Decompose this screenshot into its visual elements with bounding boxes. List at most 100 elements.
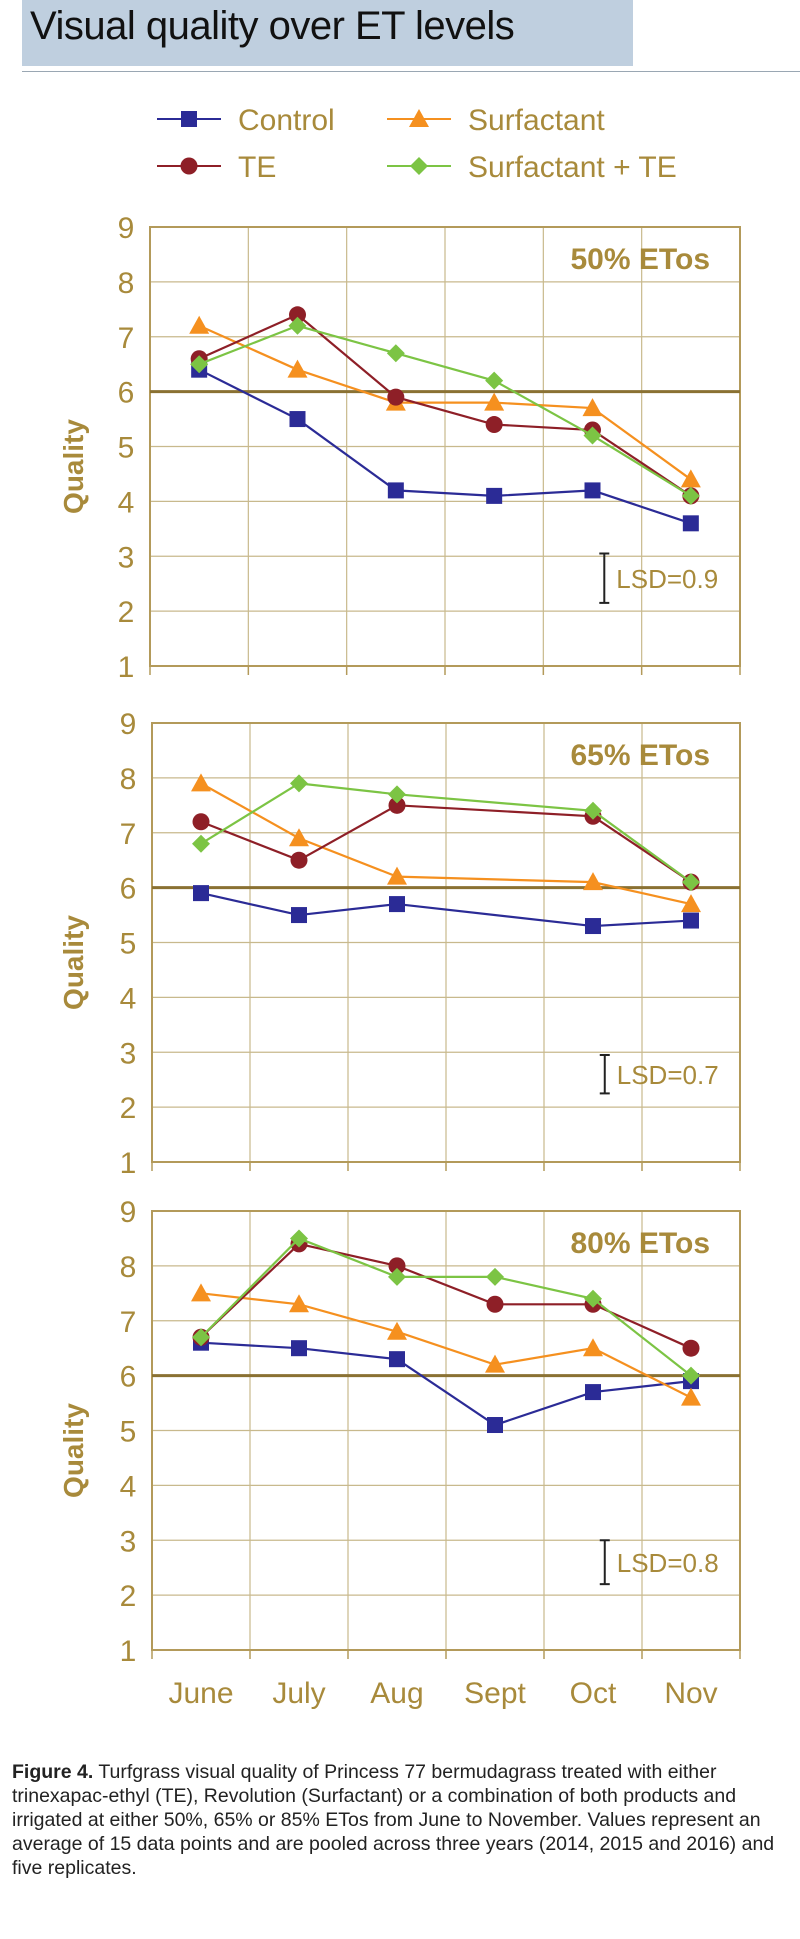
data-point-control bbox=[487, 1417, 503, 1434]
data-point-surfactant-te bbox=[290, 774, 308, 793]
data-point-surfactant bbox=[387, 866, 407, 885]
series-line-surfactant bbox=[200, 1292, 692, 1399]
legend: Control Surfactant TE Surfactant + TE bbox=[157, 104, 677, 184]
lsd-bar bbox=[599, 1053, 610, 1095]
data-point-surfactant bbox=[583, 1338, 603, 1357]
title-rule bbox=[22, 71, 800, 72]
data-point-control bbox=[683, 912, 699, 929]
data-point-surfactant-te bbox=[192, 834, 210, 853]
x-tick-label: Nov bbox=[664, 1677, 717, 1710]
data-point-surfactant bbox=[289, 828, 309, 847]
y-tick-label: 7 bbox=[120, 818, 137, 851]
y-tick-label: 7 bbox=[120, 1306, 137, 1339]
y-axis-label: Quality bbox=[58, 419, 89, 514]
y-tick-label: 9 bbox=[118, 212, 135, 245]
data-point-te bbox=[682, 1339, 700, 1357]
legend-marker-triangle bbox=[409, 109, 429, 127]
legend-label: TE bbox=[238, 151, 276, 184]
panel-label: 50% ETos bbox=[571, 243, 711, 276]
data-point-control bbox=[289, 411, 306, 428]
data-point-surfactant-te bbox=[682, 1366, 700, 1385]
lsd-label: LSD=0.8 bbox=[617, 1548, 719, 1578]
y-tick-label: 8 bbox=[120, 763, 137, 796]
y-tick-label: 3 bbox=[120, 1037, 137, 1070]
y-tick-label: 6 bbox=[120, 873, 137, 906]
data-point-surfactant-te bbox=[681, 486, 700, 505]
series-line-control bbox=[198, 368, 692, 525]
series-surfactant-te bbox=[190, 316, 700, 505]
data-point-surfactant-te bbox=[584, 1289, 602, 1308]
y-tick-label: 8 bbox=[120, 1251, 137, 1284]
y-tick-label: 7 bbox=[118, 322, 135, 355]
y-tick-label: 8 bbox=[118, 267, 135, 300]
y-tick-label: 2 bbox=[118, 596, 135, 629]
legend-marker-circle bbox=[180, 157, 198, 175]
legend-item-surfactant: Surfactant bbox=[387, 104, 605, 137]
series-surfactant-te bbox=[192, 774, 700, 892]
data-point-surfactant bbox=[484, 392, 505, 411]
series-surfactant-te bbox=[192, 1229, 700, 1385]
y-tick-label: 3 bbox=[118, 541, 135, 574]
y-tick-label: 1 bbox=[120, 1635, 137, 1668]
y-tick-label: 5 bbox=[120, 1416, 137, 1449]
data-point-surfactant-te bbox=[388, 785, 406, 804]
data-point-control bbox=[387, 482, 404, 499]
y-tick-label: 9 bbox=[120, 1196, 137, 1229]
y-tick-label: 2 bbox=[120, 1580, 137, 1613]
y-tick-label: 4 bbox=[118, 486, 135, 519]
lsd-label: LSD=0.9 bbox=[616, 564, 718, 594]
x-tick-label: June bbox=[168, 1677, 233, 1710]
chart-panel-2: 1 2 3 4 5 6 7 8 9 Quality 65% ETos LSD=0.7 bbox=[58, 708, 741, 1180]
y-axis-label: Quality bbox=[58, 1403, 89, 1498]
data-point-surfactant bbox=[681, 894, 701, 913]
y-tick-label: 3 bbox=[120, 1525, 137, 1558]
title-band: Visual quality over ET levels bbox=[22, 0, 633, 66]
data-point-surfactant-te bbox=[584, 801, 602, 820]
y-tick-label: 1 bbox=[120, 1147, 137, 1180]
y-tick-label: 2 bbox=[120, 1092, 137, 1125]
caption-text: Turfgrass visual quality of Princess 77 … bbox=[12, 1761, 775, 1879]
data-point-surfactant-te bbox=[288, 316, 307, 335]
data-point-surfactant-te bbox=[190, 355, 209, 374]
y-tick-label: 6 bbox=[118, 377, 135, 410]
data-point-surfactant-te bbox=[583, 426, 602, 445]
data-point-surfactant-te bbox=[485, 371, 504, 390]
x-tick-label: July bbox=[272, 1677, 325, 1710]
data-point-te bbox=[192, 813, 210, 831]
y-axis-label: Quality bbox=[58, 915, 89, 1010]
series-line-control bbox=[200, 1341, 692, 1427]
lsd-bar bbox=[599, 552, 610, 604]
data-point-control bbox=[585, 1384, 601, 1401]
data-point-surfactant bbox=[289, 1294, 309, 1313]
x-tick-label: Oct bbox=[570, 1677, 617, 1710]
data-point-control bbox=[486, 487, 503, 504]
legend-label: Surfactant + TE bbox=[468, 151, 677, 184]
data-point-control bbox=[585, 918, 601, 935]
data-point-surfactant bbox=[681, 1387, 701, 1406]
data-point-surfactant-te bbox=[192, 1328, 210, 1347]
series-line-surfactant bbox=[198, 324, 692, 481]
data-point-surfactant bbox=[387, 1321, 407, 1340]
data-point-surfactant bbox=[583, 872, 603, 891]
figure-caption: Figure 4. Turfgrass visual quality of Pr… bbox=[12, 1760, 782, 1880]
data-point-surfactant-te bbox=[388, 1267, 406, 1286]
panel-label: 65% ETos bbox=[571, 739, 711, 772]
data-point-te bbox=[289, 306, 306, 324]
x-tick-label: Sept bbox=[464, 1677, 526, 1710]
data-point-te bbox=[388, 796, 406, 814]
lsd-label: LSD=0.7 bbox=[617, 1060, 719, 1090]
data-point-surfactant-te bbox=[290, 1229, 308, 1248]
data-point-control bbox=[584, 482, 601, 499]
series-surfactant bbox=[191, 1283, 701, 1406]
data-point-control bbox=[389, 896, 405, 913]
legend-label: Surfactant bbox=[468, 104, 605, 137]
data-point-control bbox=[389, 1351, 405, 1368]
series-surfactant bbox=[189, 315, 701, 488]
series-line-surfactant-te bbox=[200, 1237, 692, 1377]
data-point-surfactant-te bbox=[486, 1267, 504, 1286]
x-tick-label: Aug bbox=[370, 1677, 423, 1710]
caption-label: Figure 4. bbox=[12, 1761, 94, 1783]
data-point-te bbox=[388, 1257, 406, 1275]
data-point-surfactant-te bbox=[386, 344, 405, 363]
